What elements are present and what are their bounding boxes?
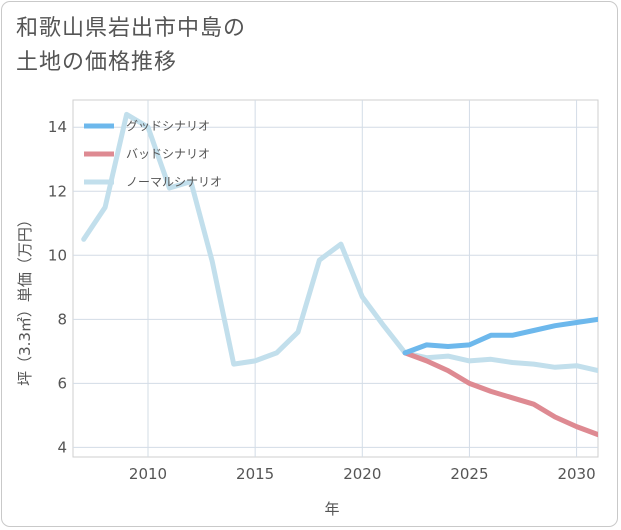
y-tick-label-4: 4 — [57, 438, 67, 456]
y-tick-label-6: 6 — [57, 374, 67, 392]
legend-item-1[interactable]: バッドシナリオ — [84, 147, 210, 161]
chart-title-line-1: 和歌山県岩出市中島の — [16, 16, 247, 41]
legend-item-0[interactable]: グッドシナリオ — [84, 119, 210, 133]
legend-label-1: バッドシナリオ — [126, 147, 210, 161]
y-tick-label-14: 14 — [48, 118, 67, 136]
grid — [73, 100, 598, 457]
x-tick-label-2025: 2025 — [450, 465, 488, 483]
y-axis-ticks: 4 6 8 10 12 14 — [48, 118, 67, 456]
series-line-2 — [402, 316, 598, 356]
x-tick-label-2020: 2020 — [343, 465, 381, 483]
series-line-0 — [81, 111, 598, 374]
x-tick-label-2010: 2010 — [129, 465, 167, 483]
legend-item-2[interactable]: ノーマルシナリオ — [84, 175, 222, 189]
legend-label-2: ノーマルシナリオ — [126, 175, 222, 189]
y-axis-title: 坪（3.3㎡）単価（万円） — [16, 212, 34, 386]
chart-title-line-2: 土地の価格推移 — [16, 50, 178, 75]
x-axis-ticks: 2010 2015 2020 2025 2030 — [129, 465, 596, 483]
series-line-1 — [402, 350, 598, 438]
x-tick-label-2015: 2015 — [236, 465, 274, 483]
series-lines — [81, 111, 598, 438]
x-tick-label-2030: 2030 — [557, 465, 595, 483]
x-axis-title: 年 — [324, 500, 339, 518]
y-tick-label-8: 8 — [57, 310, 67, 328]
legend-label-0: グッドシナリオ — [126, 119, 210, 133]
chart-title: 和歌山県岩出市中島の 土地の価格推移 — [16, 12, 246, 80]
y-tick-label-10: 10 — [48, 246, 67, 264]
y-tick-label-12: 12 — [48, 182, 67, 200]
